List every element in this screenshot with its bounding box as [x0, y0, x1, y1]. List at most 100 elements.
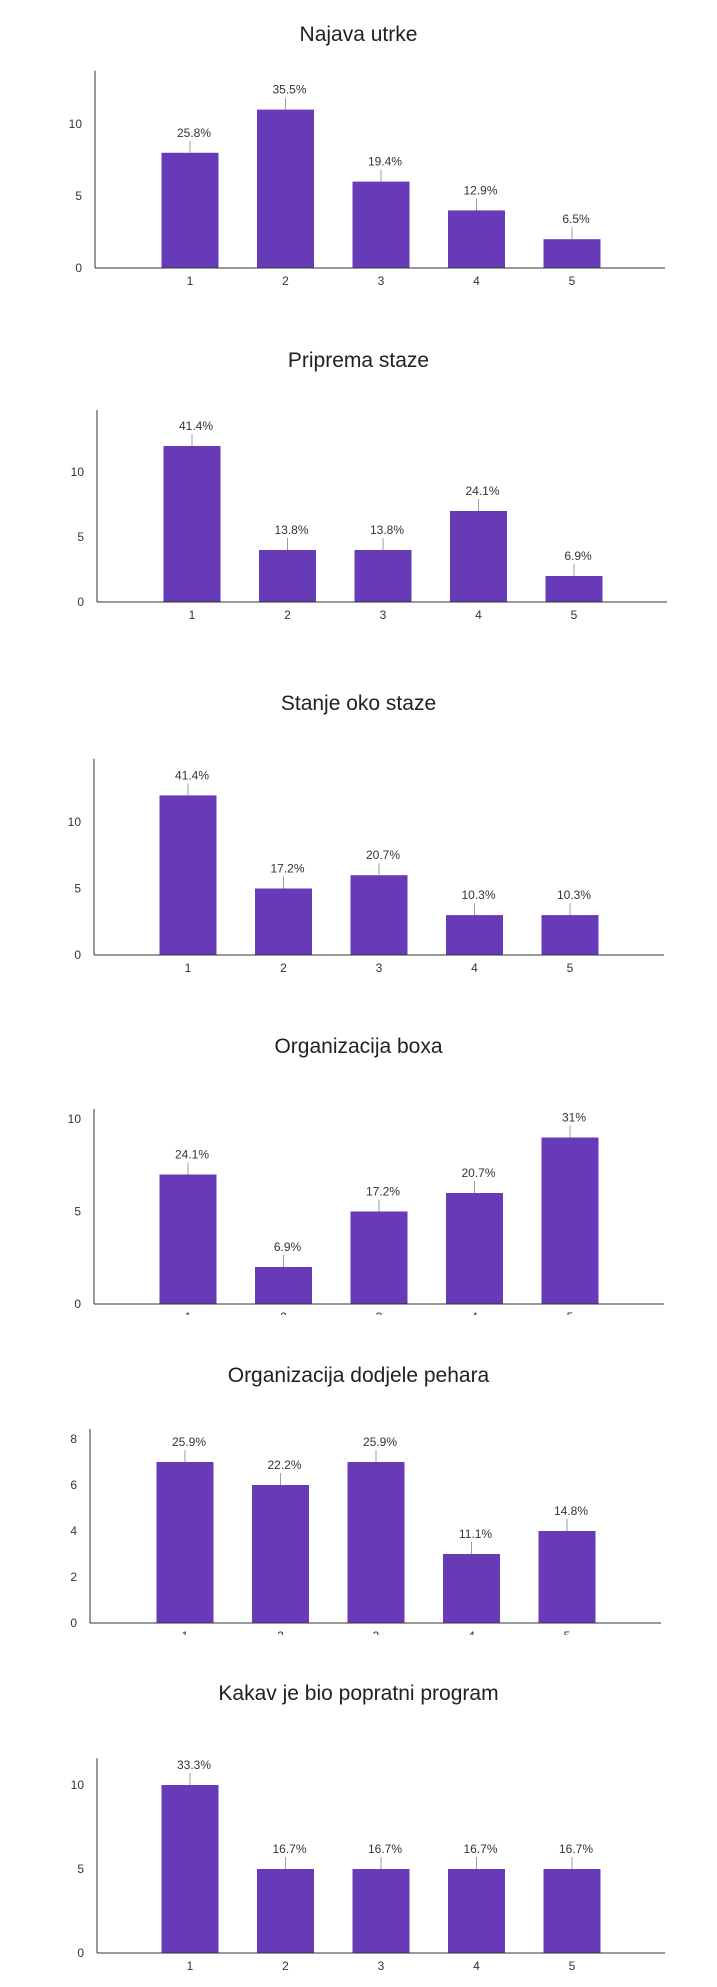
- x-tick-label: 3: [378, 1959, 385, 1973]
- data-label: 22.2%: [267, 1458, 301, 1472]
- x-tick-label: 1: [187, 274, 194, 288]
- bar[interactable]: [159, 795, 217, 955]
- bar[interactable]: [257, 109, 314, 268]
- chart-title: Organizacija boxa: [274, 1035, 442, 1058]
- bar[interactable]: [450, 511, 507, 602]
- bar[interactable]: [159, 1174, 217, 1305]
- bar[interactable]: [448, 210, 505, 268]
- y-tick-label: 5: [74, 1205, 81, 1219]
- chart-title: Organizacija dodjele pehara: [228, 1364, 490, 1387]
- y-tick-label: 0: [77, 1946, 84, 1960]
- data-label: 41.4%: [179, 419, 213, 433]
- chart-title: Priprema staze: [288, 349, 429, 372]
- bar[interactable]: [161, 1785, 219, 1953]
- x-tick-label: 1: [185, 961, 192, 975]
- bar[interactable]: [545, 576, 603, 602]
- chart-panel: Priprema staze 0 5 10 41.4% 1 13.8% 2 13.8% 3 24.1…: [0, 300, 717, 645]
- y-tick-label: 5: [77, 530, 84, 544]
- data-label: 6.5%: [562, 212, 590, 226]
- x-tick-label: 2: [284, 608, 291, 622]
- x-tick-label: 4: [475, 608, 482, 622]
- bar-chart: Najava utrke 0 5 10 25.8% 1 35.5% 2 19.4% 3 12.9% 4…: [69, 23, 665, 288]
- bar[interactable]: [350, 1211, 408, 1305]
- bar-chart: Organizacija boxa051024.1%16.9%217.2%320…: [68, 1035, 664, 1324]
- bar[interactable]: [350, 875, 408, 955]
- bar[interactable]: [352, 1869, 410, 1953]
- x-tick-label: 3: [376, 961, 383, 975]
- bar[interactable]: [255, 888, 312, 956]
- data-label: 16.7%: [559, 1842, 593, 1856]
- y-tick-label: 10: [69, 117, 83, 131]
- y-tick-label: 5: [75, 189, 82, 203]
- x-tick-label: 5: [569, 274, 576, 288]
- data-label: 41.4%: [175, 768, 209, 782]
- data-label: 16.7%: [463, 1842, 497, 1856]
- data-label: 12.9%: [463, 183, 497, 197]
- data-label: 11.1%: [459, 1527, 492, 1541]
- x-tick-label: 3: [380, 608, 387, 622]
- y-tick-label: 10: [71, 465, 85, 479]
- x-tick-label: 5: [567, 961, 574, 975]
- y-tick-label: 10: [68, 815, 82, 829]
- data-label: 25.8%: [177, 126, 211, 140]
- bar[interactable]: [347, 1462, 405, 1623]
- x-tick-label: 5: [569, 1959, 576, 1973]
- data-label: 25.9%: [363, 1435, 397, 1449]
- bar[interactable]: [163, 446, 221, 602]
- bar[interactable]: [161, 152, 219, 268]
- bar[interactable]: [543, 239, 601, 268]
- y-tick-label: 0: [77, 595, 84, 609]
- bar[interactable]: [259, 550, 316, 602]
- bar[interactable]: [446, 1193, 503, 1304]
- data-label: 10.3%: [557, 888, 591, 902]
- data-label: 17.2%: [270, 862, 304, 876]
- x-tick-label: 4: [471, 961, 478, 975]
- y-tick-label: 5: [77, 1862, 84, 1876]
- chart-panel: Stanje oko staze 0 5 10 41.4% 1 17.2% 2 20.7% 3 10…: [0, 645, 717, 985]
- bar[interactable]: [156, 1462, 214, 1623]
- data-label: 16.7%: [368, 1842, 402, 1856]
- bar[interactable]: [538, 1531, 596, 1623]
- bar[interactable]: [443, 1554, 500, 1623]
- bar[interactable]: [543, 1869, 601, 1953]
- bar[interactable]: [252, 1485, 309, 1623]
- chart-title: Najava utrke: [300, 23, 418, 46]
- y-tick-label: 8: [70, 1432, 77, 1446]
- chart-title: Stanje oko staze: [281, 692, 436, 715]
- data-label: 24.1%: [175, 1148, 209, 1162]
- bar-chart: Stanje oko staze 0 5 10 41.4% 1 17.2% 2 20.7% 3 10…: [68, 692, 664, 975]
- y-tick-label: 2: [70, 1570, 77, 1584]
- data-label: 31%: [562, 1111, 586, 1125]
- bar[interactable]: [257, 1869, 314, 1953]
- bar-chart: Organizacija dodjele pehara0246825.9%122…: [70, 1364, 661, 1643]
- bar[interactable]: [541, 1137, 599, 1305]
- bar[interactable]: [446, 915, 503, 955]
- bar[interactable]: [354, 550, 412, 602]
- y-tick-label: 0: [75, 261, 82, 275]
- data-label: 13.8%: [274, 523, 308, 537]
- y-tick-label: 0: [70, 1616, 77, 1630]
- y-tick-label: 0: [74, 948, 81, 962]
- bar[interactable]: [352, 181, 410, 268]
- y-tick-label: 10: [68, 1112, 82, 1126]
- x-tick-label: 4: [473, 274, 480, 288]
- data-label: 20.7%: [461, 1166, 495, 1180]
- x-tick-label: 1: [187, 1959, 194, 1973]
- data-label: 16.7%: [272, 1842, 306, 1856]
- bar[interactable]: [541, 915, 599, 955]
- x-tick-label: 2: [282, 1959, 289, 1973]
- data-label: 10.3%: [461, 888, 495, 902]
- data-label: 6.9%: [274, 1240, 302, 1254]
- chart-panel: Kakav je bio popratni program 0 5 10 33.3% 1 1…: [0, 1635, 717, 1982]
- bar[interactable]: [448, 1869, 505, 1953]
- x-tick-label: 2: [280, 961, 287, 975]
- bar-chart: Kakav je bio popratni program 0 5 10 33.3% 1 1…: [71, 1682, 665, 1973]
- bar-chart: Priprema staze 0 5 10 41.4% 1 13.8% 2 13.8% 3 24.1…: [71, 349, 667, 622]
- data-label: 19.4%: [368, 155, 402, 169]
- bar[interactable]: [255, 1267, 312, 1304]
- data-label: 35.5%: [272, 83, 306, 97]
- x-tick-label: 3: [378, 274, 385, 288]
- y-tick-label: 0: [74, 1297, 81, 1311]
- data-label: 20.7%: [366, 848, 400, 862]
